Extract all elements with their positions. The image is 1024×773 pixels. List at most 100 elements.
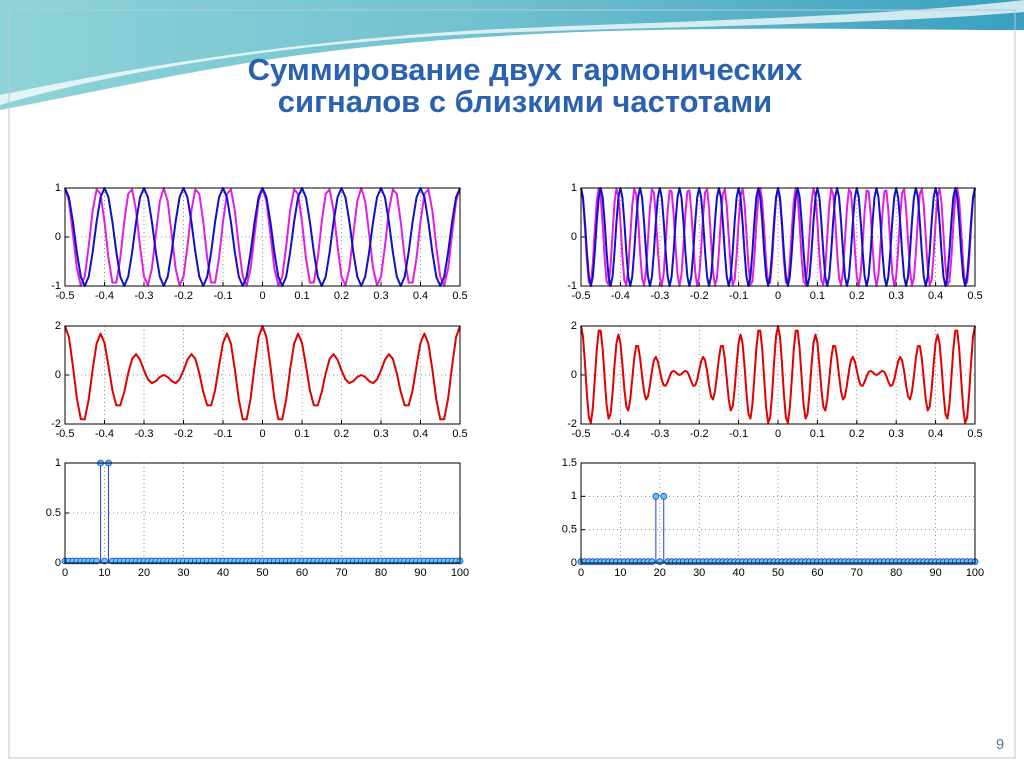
y-tick-label: 1 <box>571 182 577 194</box>
x-tick-label: 0.2 <box>849 290 864 302</box>
x-tick-label: 0.2 <box>334 428 349 440</box>
axes-frame <box>64 187 461 287</box>
x-tick-label: 80 <box>375 567 387 579</box>
x-tick-label: 0 <box>62 567 68 579</box>
y-tick-label: -1 <box>567 280 577 292</box>
x-tick-label: -0.5 <box>572 290 591 302</box>
x-tick-label: 0.3 <box>373 428 388 440</box>
x-tick-label: 50 <box>256 567 268 579</box>
x-tick-label: 0.2 <box>334 290 349 302</box>
stem-marker <box>648 558 656 566</box>
axes-frame <box>64 325 461 425</box>
x-tick-label: -0.1 <box>729 290 748 302</box>
stem-marker <box>656 558 664 566</box>
x-tick-label: -0.1 <box>729 428 748 440</box>
x-tick-label: 0.1 <box>810 428 825 440</box>
x-tick-label: 20 <box>138 567 150 579</box>
x-tick-label: 0.5 <box>967 428 982 440</box>
stem-marker <box>660 492 668 500</box>
y-tick-label: 2 <box>55 320 61 332</box>
x-tick-label: 30 <box>693 567 705 579</box>
x-tick-label: 60 <box>811 567 823 579</box>
x-tick-label: -0.3 <box>650 428 669 440</box>
x-tick-label: 0.1 <box>294 428 309 440</box>
axes-frame <box>580 325 976 425</box>
x-tick-label: -0.2 <box>174 428 193 440</box>
x-tick-label: 0.5 <box>452 290 467 302</box>
wave-band <box>0 0 1024 110</box>
x-tick-label: 0.2 <box>849 428 864 440</box>
x-tick-label: -0.4 <box>95 290 114 302</box>
x-tick-label: -0.5 <box>56 428 75 440</box>
axes-frame <box>64 462 461 564</box>
x-tick-label: 10 <box>98 567 110 579</box>
x-tick-label: 50 <box>772 567 784 579</box>
y-tick-label: 0.5 <box>562 524 577 536</box>
x-tick-label: 0.1 <box>294 290 309 302</box>
axes-frame <box>580 462 976 564</box>
y-tick-label: 1 <box>55 182 61 194</box>
x-tick-label: 90 <box>929 567 941 579</box>
x-tick-label: -0.3 <box>135 290 154 302</box>
x-tick-label: 10 <box>614 567 626 579</box>
y-tick-label: -1 <box>51 280 61 292</box>
y-tick-label: 0 <box>55 231 61 243</box>
y-tick-label: 0 <box>571 369 577 381</box>
x-tick-label: -0.4 <box>611 290 630 302</box>
y-tick-label: 1 <box>571 490 577 502</box>
x-tick-label: 0.1 <box>810 290 825 302</box>
x-tick-label: 0 <box>578 567 584 579</box>
x-tick-label: 0 <box>775 290 781 302</box>
x-tick-label: -0.5 <box>572 428 591 440</box>
x-tick-label: -0.3 <box>650 290 669 302</box>
x-tick-label: 0.4 <box>928 290 943 302</box>
x-tick-label: -0.2 <box>690 428 709 440</box>
slide-frame <box>8 9 1016 759</box>
x-tick-label: 0.4 <box>928 428 943 440</box>
x-tick-label: -0.4 <box>95 428 114 440</box>
x-tick-label: 100 <box>966 567 984 579</box>
x-tick-label: -0.5 <box>56 290 75 302</box>
y-tick-label: -2 <box>51 418 61 430</box>
y-tick-label: 1 <box>55 457 61 469</box>
x-tick-label: 0.3 <box>889 428 904 440</box>
x-tick-label: 0.3 <box>373 290 388 302</box>
slide-title: Суммирование двух гармонических <box>248 52 804 87</box>
x-tick-label: 0.5 <box>967 290 982 302</box>
x-tick-label: 30 <box>177 567 189 579</box>
slide-title: сигналов с близкими частотами <box>278 84 772 119</box>
x-tick-label: 0.5 <box>452 428 467 440</box>
x-tick-label: 60 <box>296 567 308 579</box>
x-tick-label: 70 <box>851 567 863 579</box>
y-tick-label: 0.5 <box>46 507 61 519</box>
y-tick-label: 0 <box>571 557 577 569</box>
x-tick-label: 70 <box>335 567 347 579</box>
x-tick-label: 40 <box>217 567 229 579</box>
x-tick-label: 80 <box>890 567 902 579</box>
page-number: 9 <box>996 736 1004 753</box>
y-tick-label: 1.5 <box>562 457 577 469</box>
x-tick-label: -0.3 <box>135 428 154 440</box>
x-tick-label: -0.2 <box>174 290 193 302</box>
x-tick-label: 0.4 <box>413 290 428 302</box>
x-tick-label: 90 <box>414 567 426 579</box>
x-tick-label: -0.1 <box>214 290 233 302</box>
x-tick-label: -0.2 <box>690 290 709 302</box>
x-tick-label: 0.3 <box>889 290 904 302</box>
x-tick-label: -0.4 <box>611 428 630 440</box>
axes-frame <box>580 187 976 287</box>
x-tick-label: 0 <box>259 428 265 440</box>
y-tick-label: 0 <box>55 557 61 569</box>
x-tick-label: 0 <box>775 428 781 440</box>
stem-marker <box>652 492 660 500</box>
x-tick-label: 0 <box>259 290 265 302</box>
y-tick-label: -2 <box>567 418 577 430</box>
y-tick-label: 0 <box>55 369 61 381</box>
y-tick-label: 2 <box>571 320 577 332</box>
x-tick-label: 20 <box>654 567 666 579</box>
x-tick-label: 0.4 <box>413 428 428 440</box>
x-tick-label: 40 <box>732 567 744 579</box>
x-tick-label: 100 <box>451 567 469 579</box>
